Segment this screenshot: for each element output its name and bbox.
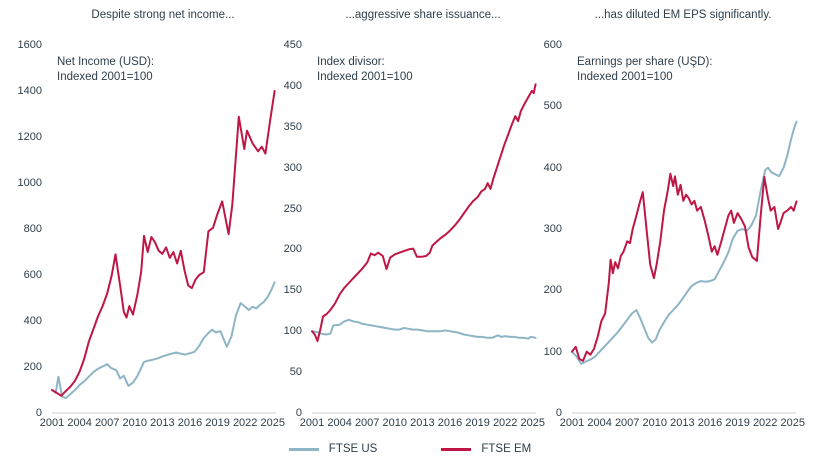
chart-title: Despite strong net income... xyxy=(91,9,235,21)
chart-panel-eps: ...has diluted EM EPS significantly. 0 10… xyxy=(526,8,805,445)
chart-annotation: Earnings per share (UŞD): Indexed 2001=1… xyxy=(577,55,713,85)
x-tick-label: 2016 xyxy=(177,417,203,429)
x-tick-label: 2025 xyxy=(780,417,806,429)
x-tick-label: 2004 xyxy=(67,417,92,429)
y-tick-label: 350 xyxy=(283,120,302,133)
x-tick-label: 2010 xyxy=(642,417,668,429)
y-tick-label: 100 xyxy=(543,345,562,358)
series-line-ftse-em xyxy=(571,172,798,362)
x-tick-label: 2019 xyxy=(725,417,750,429)
chart-title: ...aggressive share issuance... xyxy=(345,9,501,21)
annotation-line: Index divisor: xyxy=(317,56,385,68)
series-line-ftse-us xyxy=(311,318,537,340)
line-chart xyxy=(311,83,537,414)
chart-annotation: Net Income (USD): Indexed 2001=100 xyxy=(57,55,154,85)
legend-label: FTSE EM xyxy=(481,443,532,455)
x-tick-label: 2007 xyxy=(354,417,380,429)
x-tick-label: 2025 xyxy=(520,417,546,429)
y-tick-label: 400 xyxy=(283,79,302,92)
x-axis-ticks: 2001 2004 2007 2010 2013 2016 2019 2022 2025 xyxy=(40,417,285,431)
x-tick-label: 2013 xyxy=(150,417,175,429)
y-tick-label: 300 xyxy=(543,223,562,235)
y-tick-label: 300 xyxy=(283,161,302,174)
y-axis-ticks: 0 50 100 150 200 250 300 350 400 450 xyxy=(266,39,302,419)
line-chart xyxy=(571,120,798,414)
annotation-line: Indexed 2001=100 xyxy=(317,71,413,83)
x-tick-label: 2013 xyxy=(410,417,435,429)
x-tick-label: 2007 xyxy=(614,417,640,429)
chart-title: ...has diluted EM EPS significantly. xyxy=(594,9,772,21)
y-axis-ticks: 0 200 400 600 800 1000 1200 1400 1600 xyxy=(6,39,42,419)
x-tick-label: 2007 xyxy=(94,417,120,429)
legend-item-ftse-em: FTSE EM xyxy=(441,443,531,455)
ftse-em-line-swatch xyxy=(441,447,472,451)
annotation-line: Indexed 2001=100 xyxy=(57,71,153,83)
y-tick-label: 600 xyxy=(23,269,42,281)
annotation-line: Indexed 2001=100 xyxy=(577,71,673,83)
y-tick-label: 100 xyxy=(283,325,302,338)
y-tick-label: 600 xyxy=(543,39,562,51)
x-tick-label: 2001 xyxy=(39,417,65,429)
plot-area: Net Income (USD): Indexed 2001=100 2001 2… xyxy=(40,45,285,445)
y-tick-label: 1600 xyxy=(17,39,42,51)
plot-area: Earnings per share (UŞD): Indexed 2001=1… xyxy=(560,45,805,445)
y-tick-label: 450 xyxy=(283,39,302,51)
series-line-ftse-us xyxy=(571,120,798,365)
x-tick-label: 2010 xyxy=(382,417,408,429)
y-tick-label: 500 xyxy=(543,100,562,113)
y-tick-label: 250 xyxy=(283,202,302,215)
y-tick-label: 400 xyxy=(23,315,42,327)
x-tick-label: 2001 xyxy=(559,417,585,429)
series-line-ftse-em xyxy=(311,83,537,342)
x-tick-label: 2010 xyxy=(122,417,148,429)
y-tick-label: 800 xyxy=(23,223,42,235)
annotation-line: Earnings per share (UŞD): xyxy=(577,56,713,68)
x-tick-label: 2019 xyxy=(465,417,490,429)
x-tick-label: 2022 xyxy=(232,417,258,429)
y-tick-label: 0 xyxy=(295,407,302,419)
x-tick-label: 2004 xyxy=(587,417,612,429)
legend: FTSE US FTSE EM xyxy=(0,443,820,455)
y-axis-ticks: 0 100 200 300 400 500 600 xyxy=(526,39,562,419)
x-axis-ticks: 2001 2004 2007 2010 2013 2016 2019 2022 2025 xyxy=(300,417,545,431)
line-chart xyxy=(51,90,276,414)
x-tick-label: 2022 xyxy=(752,417,778,429)
chart-panel-index-divisor: ...aggressive share issuance... 0 50 100 15… xyxy=(266,8,545,445)
plot-area: Index divisor: Indexed 2001=100 2001 2004… xyxy=(300,45,545,445)
chart-annotation: Index divisor: Indexed 2001=100 xyxy=(317,55,413,85)
x-tick-label: 2016 xyxy=(697,417,723,429)
x-tick-label: 2022 xyxy=(492,417,518,429)
y-tick-label: 0 xyxy=(555,407,562,419)
legend-label: FTSE US xyxy=(328,443,378,455)
annotation-line: Net Income (USD): xyxy=(57,56,155,68)
x-tick-label: 2001 xyxy=(299,417,325,429)
series-line-ftse-em xyxy=(51,90,276,397)
y-tick-label: 50 xyxy=(289,366,302,379)
legend-item-ftse-us: FTSE US xyxy=(288,443,378,455)
y-tick-label: 150 xyxy=(283,284,302,297)
x-tick-label: 2019 xyxy=(205,417,230,429)
x-axis-ticks: 2001 2004 2007 2010 2013 2016 2019 2022 2025 xyxy=(560,417,805,431)
y-tick-label: 0 xyxy=(35,407,42,419)
y-tick-label: 200 xyxy=(283,243,302,256)
y-tick-label: 1000 xyxy=(17,177,42,189)
y-tick-label: 200 xyxy=(543,284,562,297)
ftse-us-line-swatch xyxy=(288,447,319,451)
chart-panel-net-income: Despite strong net income... 0 200 400 600 8… xyxy=(6,8,286,445)
series-line-ftse-us xyxy=(51,281,276,400)
x-tick-label: 2025 xyxy=(260,417,286,429)
x-tick-label: 2004 xyxy=(327,417,352,429)
y-tick-label: 200 xyxy=(23,361,42,373)
x-tick-label: 2013 xyxy=(670,417,695,429)
y-tick-label: 400 xyxy=(543,161,562,174)
y-tick-label: 1400 xyxy=(17,85,42,97)
y-tick-label: 1200 xyxy=(17,131,42,143)
x-tick-label: 2016 xyxy=(437,417,463,429)
